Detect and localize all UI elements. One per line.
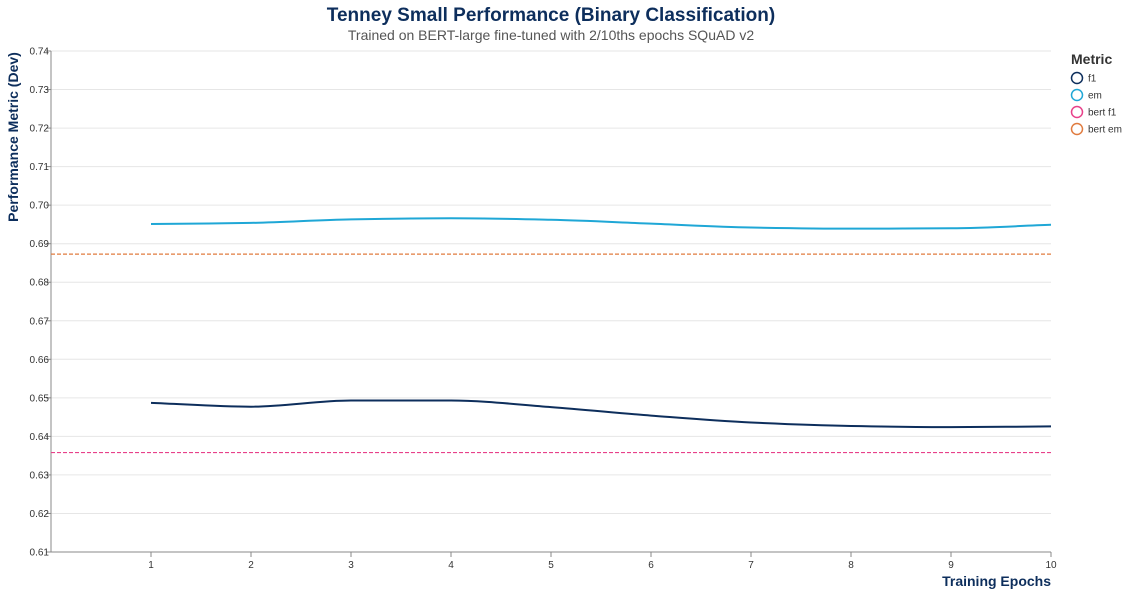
y-tick-label: 0.68 (30, 278, 50, 289)
legend-symbol-bert-f1 (1070, 105, 1084, 119)
legend-label-bert-f1: bert f1 (1088, 108, 1117, 119)
y-tick-label: 0.74 (30, 47, 50, 58)
y-axis-title: Performance Metric (Dev) (5, 52, 21, 222)
y-tick-label: 0.67 (30, 316, 50, 327)
x-tick-label: 4 (448, 560, 454, 571)
legend-symbol-em (1070, 88, 1084, 102)
x-tick-label: 8 (848, 560, 854, 571)
x-tick-label: 9 (948, 560, 954, 571)
series-line-em (150, 217, 1052, 230)
y-tick-label: 0.61 (30, 548, 50, 559)
legend: Metric f1 em bert f1 bert em (1070, 51, 1122, 136)
chart-title: Tenney Small Performance (Binary Classif… (327, 5, 775, 26)
chart-subtitle: Trained on BERT-large fine-tuned with 2/… (348, 27, 754, 43)
legend-label-f1: f1 (1088, 74, 1097, 85)
y-tick-label: 0.72 (30, 124, 50, 135)
x-tick-label: 10 (1045, 560, 1057, 571)
x-tick-label: 3 (348, 560, 354, 571)
x-tick-label: 1 (148, 560, 154, 571)
x-tick-label: 6 (648, 560, 654, 571)
legend-symbol-bert-em (1070, 122, 1084, 136)
x-axis-title: Training Epochs (942, 573, 1051, 589)
legend-label-bert-em: bert em (1088, 125, 1122, 136)
y-tick-label: 0.70 (30, 201, 50, 212)
x-tick-label: 5 (548, 560, 554, 571)
y-tick-label: 0.63 (30, 470, 50, 481)
y-tick-label: 0.65 (30, 393, 50, 404)
y-ticks: 0.61 0.62 0.63 0.64 0.65 0.66 0.67 0.68 0.69 0.70… (30, 47, 51, 559)
y-tick-label: 0.71 (30, 162, 50, 173)
series-layer (51, 217, 1052, 454)
legend-title: Metric (1071, 51, 1112, 67)
series-line-f1 (150, 399, 1052, 429)
x-tick-label: 2 (248, 560, 254, 571)
y-tick-label: 0.62 (30, 509, 50, 520)
y-tick-label: 0.69 (30, 239, 50, 250)
y-tick-label: 0.66 (30, 355, 50, 366)
legend-label-em: em (1088, 91, 1102, 102)
y-tick-label: 0.64 (30, 432, 50, 443)
y-tick-label: 0.73 (30, 85, 50, 96)
x-tick-label: 7 (748, 560, 754, 571)
legend-symbol-f1 (1070, 71, 1084, 85)
x-ticks: 1 2 3 4 5 6 7 8 9 10 (148, 552, 1057, 571)
axes (50, 51, 1051, 553)
grid (51, 50, 1051, 553)
